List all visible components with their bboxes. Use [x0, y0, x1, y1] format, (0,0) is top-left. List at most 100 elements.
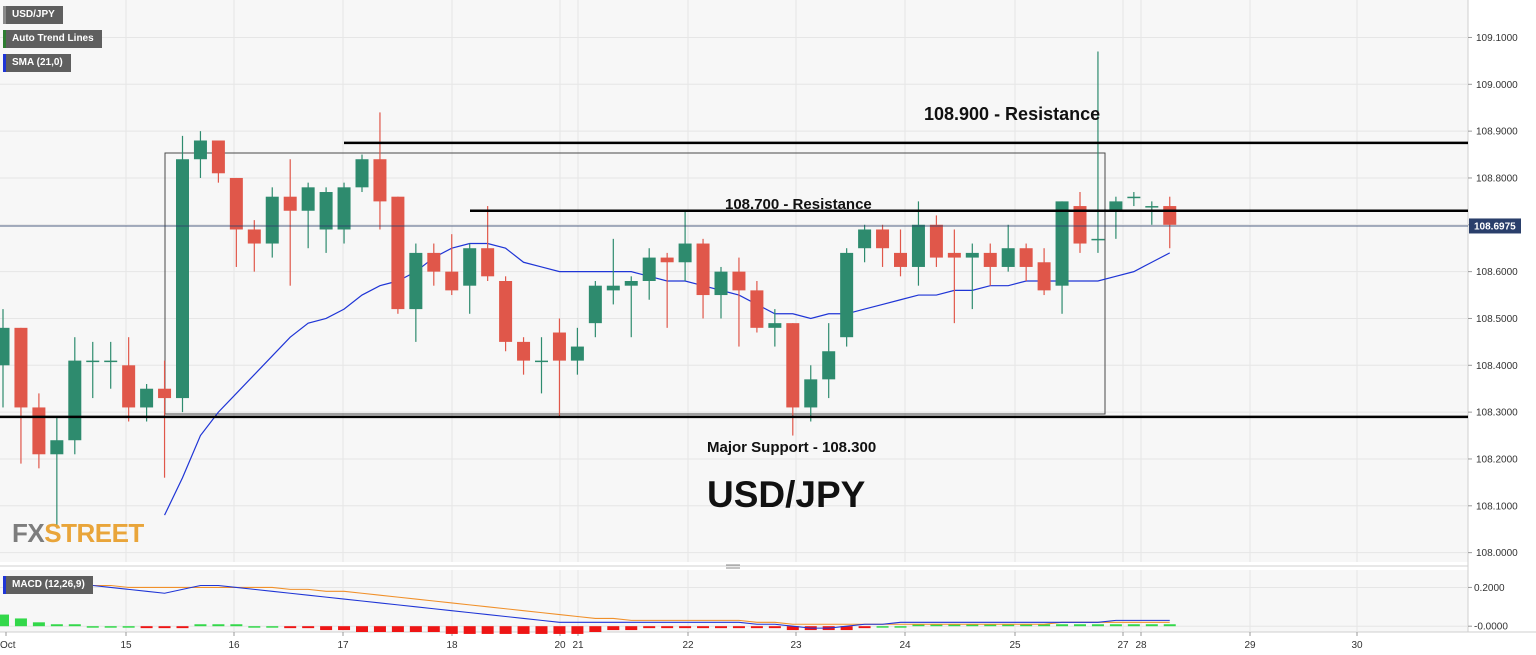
candle-body	[1037, 262, 1051, 291]
x-tick-label: 25	[1009, 640, 1021, 651]
candle	[876, 224, 890, 267]
macd-histogram-bar	[409, 626, 422, 632]
y-tick-label: 108.2000	[1476, 454, 1518, 465]
macd-histogram-bar	[1020, 624, 1033, 627]
candle-body	[768, 323, 782, 328]
candle	[158, 360, 172, 478]
candle	[1019, 243, 1033, 281]
macd-histogram-bar	[248, 626, 261, 628]
svg-text:FXSTREET: FXSTREET	[12, 518, 144, 548]
candle-body	[1055, 201, 1069, 286]
candle-body	[481, 248, 495, 277]
macd-histogram-bar	[1109, 624, 1122, 627]
macd-histogram-bar	[445, 626, 458, 634]
macd-indicator	[0, 577, 1176, 634]
candle-body	[1073, 206, 1087, 244]
candle	[1127, 192, 1141, 207]
candle-body	[947, 252, 961, 258]
x-tick-label: 28	[1135, 640, 1147, 651]
candle	[463, 243, 477, 314]
candle	[732, 257, 746, 347]
candle-body	[750, 290, 764, 328]
candle	[391, 196, 405, 314]
candle-body	[1019, 248, 1033, 267]
candle-body	[965, 252, 979, 258]
legend-sma[interactable]: SMA (21,0)	[3, 54, 71, 72]
macd-histogram-bar	[768, 626, 781, 629]
legend-sma-swatch	[3, 54, 6, 72]
legend-auto-trend-lines[interactable]: Auto Trend Lines	[3, 30, 102, 48]
candle	[517, 337, 531, 375]
annotation-resistance-mid: 108.700 - Resistance	[725, 196, 872, 213]
y-tick-label: 108.0000	[1476, 548, 1518, 559]
candle-body	[355, 159, 369, 188]
candle-body	[929, 224, 943, 258]
pane-resize-handle[interactable]	[726, 564, 740, 569]
candle	[140, 384, 154, 422]
candle	[68, 337, 82, 455]
macd-histogram-bar	[553, 626, 566, 634]
macd-histogram-bar	[732, 626, 745, 629]
macd-histogram-bar	[212, 624, 225, 627]
candle-body	[911, 224, 925, 267]
macd-histogram-bar	[786, 626, 799, 631]
macd-histogram-bar	[1091, 624, 1104, 627]
x-tick-label: 27	[1117, 640, 1129, 651]
current-price-tag-box	[1469, 218, 1521, 234]
macd-histogram-bar	[104, 626, 117, 628]
price-axis-panel	[1468, 0, 1536, 632]
candle	[337, 182, 351, 244]
candle-body	[804, 379, 818, 408]
candle	[750, 281, 764, 333]
candle-body	[337, 187, 351, 230]
candle	[104, 341, 118, 389]
candle-body	[140, 388, 154, 408]
candle-body	[1091, 238, 1105, 241]
candle	[1109, 196, 1123, 239]
candle-body	[409, 252, 423, 310]
current-price-tag: 108.6975	[0, 218, 1521, 234]
candle-body	[32, 407, 46, 455]
macd-histogram-bar	[697, 626, 710, 629]
candle	[822, 323, 836, 399]
macd-histogram-bar	[607, 626, 620, 631]
candle	[678, 210, 692, 281]
candle	[14, 327, 28, 464]
candle	[535, 337, 548, 394]
y-tick-label: 108.3000	[1476, 408, 1518, 419]
candle-body	[732, 271, 746, 291]
x-tick-label: 16	[228, 640, 240, 651]
macd-axis-labels: 0.2000 -0.0000	[1468, 583, 1508, 633]
candle-body	[1127, 196, 1141, 199]
candle-body	[660, 257, 674, 263]
macd-histogram-bar	[320, 626, 333, 631]
legend-macd[interactable]: MACD (12,26,9)	[3, 576, 93, 594]
candle	[499, 276, 513, 352]
y-tick-label: 108.8000	[1476, 173, 1518, 184]
candle-body	[1109, 201, 1123, 211]
candle-body	[1145, 206, 1159, 208]
candle-body	[840, 252, 854, 338]
candle-body	[642, 257, 656, 281]
candle	[983, 243, 997, 286]
trend-lines[interactable]	[0, 141, 1468, 419]
candle-body	[696, 243, 710, 296]
macd-histogram-bar	[284, 626, 297, 629]
macd-signal-line	[3, 584, 1170, 625]
macd-histogram-bar	[481, 626, 494, 634]
candle-body	[122, 365, 136, 408]
candle	[606, 238, 620, 305]
candle-body	[50, 440, 64, 455]
candle	[804, 365, 818, 422]
candle	[1073, 192, 1087, 253]
legend-usdjpy[interactable]: USD/JPY	[3, 6, 63, 24]
legend-macd-swatch	[3, 576, 6, 594]
candle	[373, 112, 387, 230]
legend-trend-swatch	[3, 30, 6, 48]
macd-histogram-bar	[1127, 624, 1140, 627]
grid-lines	[0, 0, 1468, 632]
candle-body	[588, 285, 602, 324]
x-tick-label: 17	[337, 640, 349, 651]
candle-body	[894, 252, 907, 267]
